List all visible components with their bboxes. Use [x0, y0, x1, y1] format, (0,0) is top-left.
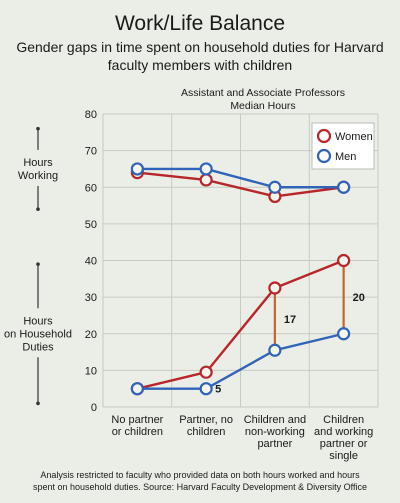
- hours-working-label: Working: [18, 170, 58, 182]
- legend-label-women: Women: [335, 131, 373, 143]
- x-category-label: Partner, no children: [179, 414, 233, 438]
- men-working-point: [337, 180, 351, 194]
- x-category-label-line: non-working: [245, 426, 305, 438]
- hours-working-label: Hours: [23, 157, 53, 169]
- group-label-line-2: Median Hours: [230, 100, 295, 112]
- y-tick-label: 20: [85, 329, 97, 341]
- x-category-label-line: or children: [112, 426, 163, 438]
- x-category-label-line: Partner, no: [179, 414, 233, 426]
- legend-marker-women: [316, 128, 332, 144]
- legend: Women Men: [311, 122, 375, 170]
- men-household-point: [130, 382, 144, 396]
- y-tick-label: 80: [85, 109, 97, 121]
- hours-household-bracket-cap: [36, 262, 40, 266]
- hours-working-bracket-cap: [36, 126, 40, 131]
- x-category-label-line: partner or: [320, 438, 368, 450]
- gap-connectors: [273, 260, 345, 351]
- x-category-label-line: children: [187, 426, 226, 438]
- group-label-line-1: Assistant and Associate Professors: [181, 87, 345, 99]
- x-category-label-line: partner: [257, 438, 292, 450]
- men-working-point: [268, 180, 282, 194]
- y-tick-label: 0: [91, 402, 97, 414]
- grid-layer: [102, 113, 379, 408]
- men-household-point: [337, 327, 351, 341]
- men-working-line: [137, 167, 344, 189]
- men-household-point: [268, 343, 282, 357]
- y-tick-label: 30: [85, 292, 97, 304]
- hours-household-label: Hours: [23, 315, 53, 327]
- x-category-label: Children and non-working partner: [244, 414, 306, 450]
- women-working-point: [199, 173, 213, 187]
- men-working-point: [199, 162, 213, 176]
- chart-subtitle-line-1: Gender gaps in time spent on household d…: [16, 39, 383, 55]
- hours-household-label: Duties: [22, 341, 54, 353]
- series-layer: [130, 162, 351, 396]
- legend-marker-men: [316, 148, 332, 164]
- women-household-point: [337, 253, 351, 268]
- y-tick-label: 50: [85, 219, 97, 231]
- women-working-line: [137, 171, 344, 198]
- hours-household-bracket-cap: [36, 401, 40, 406]
- x-category-label: No partner or children: [111, 414, 163, 438]
- men-household-point: [199, 382, 213, 396]
- hours-household-label: on Household: [4, 328, 72, 340]
- hours-working-bracket-cap: [36, 207, 40, 212]
- women-household-point: [199, 365, 213, 379]
- x-category-label-line: and working: [314, 426, 373, 438]
- y-tick-label: 10: [85, 365, 97, 377]
- x-category-label-line: Children: [323, 414, 364, 426]
- gap-annotation-label: 17: [284, 314, 296, 326]
- women-household-point: [268, 281, 282, 295]
- x-category-label: Children and working partner or single: [314, 414, 373, 462]
- x-category-label-line: No partner: [111, 414, 163, 426]
- y-tick-label: 60: [85, 182, 97, 194]
- gap-annotation-label: 5: [215, 384, 221, 396]
- x-category-label-line: single: [329, 450, 358, 462]
- gap-annotations: 5 17 20: [215, 292, 365, 396]
- chart-subtitle-line-2: faculty members with children: [108, 57, 292, 73]
- footnote-line-1: Analysis restricted to faculty who provi…: [40, 470, 360, 480]
- axis-layer: 0 10 20 30 40 50 60 70 80 No partner or children Pa…: [85, 109, 374, 462]
- men-working-point: [130, 162, 144, 176]
- legend-label-men: Men: [335, 151, 356, 163]
- x-category-label-line: Children and: [244, 414, 306, 426]
- chart-title: Work/Life Balance: [115, 12, 285, 35]
- footnote-line-2: spent on household duties. Source: Harva…: [33, 482, 367, 492]
- y-tick-label: 40: [85, 256, 97, 268]
- men-household-line: [137, 332, 344, 390]
- women-household-line: [137, 259, 345, 390]
- y-tick-label: 70: [85, 146, 97, 158]
- gap-annotation-label: 20: [353, 292, 365, 304]
